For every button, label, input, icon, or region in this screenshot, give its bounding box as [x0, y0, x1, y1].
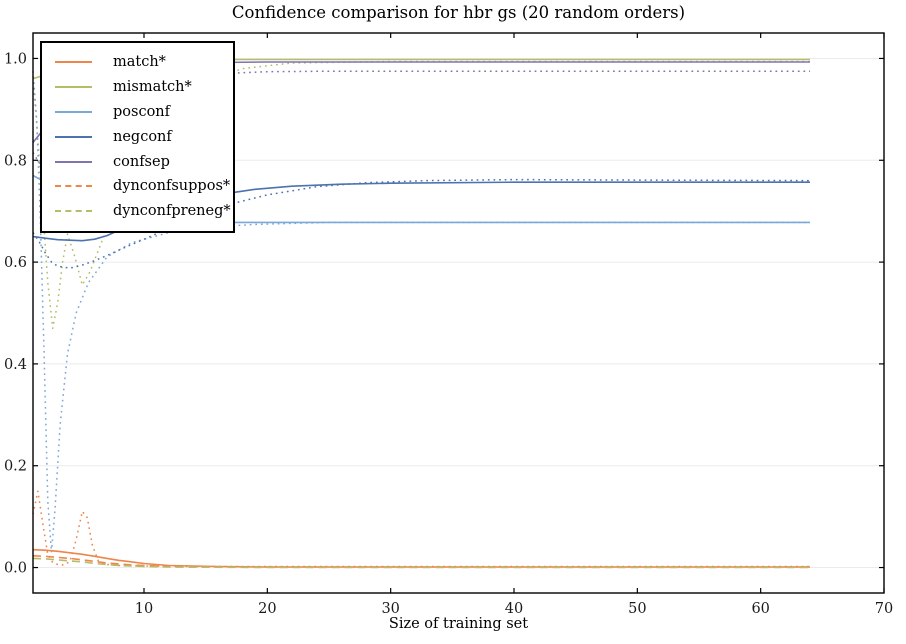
- legend-item-confsep: confsep: [55, 149, 220, 174]
- legend-label: posconf: [113, 103, 171, 120]
- legend-line-sample-solid: [55, 135, 92, 138]
- x-tick-label-60: 60: [751, 601, 769, 617]
- y-tick-label-1: 1.0: [4, 51, 27, 67]
- legend-line-sample-solid: [55, 160, 92, 163]
- legend-item-dynconfpreneg: dynconfpreneg*: [55, 199, 231, 224]
- y-tick-label-0.4: 0.4: [4, 357, 27, 373]
- legend-item-posconf: posconf: [55, 100, 220, 125]
- x-tick-label-40: 40: [505, 601, 523, 617]
- legend-line-sample-solid: [55, 61, 92, 64]
- legend-label: match*: [113, 54, 166, 71]
- legend-line-sample-solid: [55, 110, 92, 113]
- legend: match* mismatch* posconf negconf confsep dync…: [40, 41, 235, 233]
- legend-label: confsep: [113, 153, 170, 170]
- legend-label: dynconfsuppos*: [113, 178, 231, 195]
- legend-line-sample-dashed: [55, 185, 92, 188]
- legend-item-negconf: negconf: [55, 124, 220, 149]
- y-tick-label-0.6: 0.6: [4, 255, 27, 271]
- x-tick-label-50: 50: [628, 601, 646, 617]
- x-tick-label-70: 70: [875, 601, 893, 617]
- legend-item-match: match*: [55, 50, 220, 75]
- legend-item-mismatch: mismatch*: [55, 75, 220, 100]
- series-match-dotted-line: [32, 490, 810, 568]
- chart-title: Confidence comparison for hbr gs (20 ran…: [231, 3, 686, 22]
- legend-label: dynconfpreneg*: [113, 203, 231, 220]
- series-match-line: [32, 548, 810, 568]
- legend-item-dynconfsuppos: dynconfsuppos*: [55, 174, 230, 199]
- series-posconf-dotted-line: [32, 71, 810, 554]
- x-axis-label: Size of training set: [388, 616, 529, 632]
- legend-line-sample-dashed: [55, 210, 92, 213]
- series-dynconfsuppos-line: [32, 555, 810, 568]
- y-tick-label-0: 0.0: [4, 561, 27, 577]
- y-tick-label-0.2: 0.2: [4, 459, 27, 475]
- axes-spines: [32, 32, 885, 594]
- legend-label: mismatch*: [113, 79, 192, 96]
- legend-line-sample-solid: [55, 86, 92, 89]
- y-tick-label-0.8: 0.8: [4, 153, 27, 169]
- x-tick-label-30: 30: [381, 601, 399, 617]
- x-tick-label-20: 20: [258, 601, 276, 617]
- series-dynconfpreneg-line: [32, 557, 810, 569]
- legend-label: negconf: [113, 128, 172, 145]
- x-tick-label-10: 10: [135, 601, 153, 617]
